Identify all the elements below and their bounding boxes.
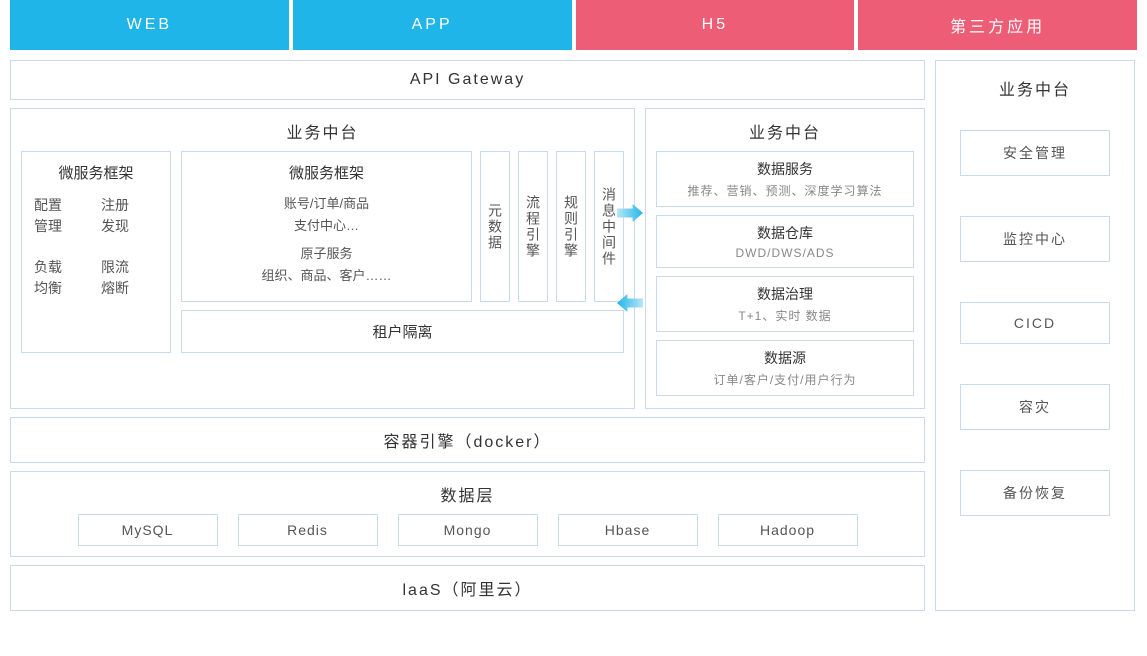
top-tabs: WEB APP H5 第三方应用 [0, 0, 1147, 50]
ms-item-circuit: 限流熔断 [101, 257, 158, 299]
data-warehouse-sub: DWD/DWS/ADS [665, 246, 905, 260]
rule-label: 规则引擎 [561, 195, 581, 259]
biz-middle-right: 业务中台 数据服务 推荐、营销、预测、深度学习算法 数据仓库 DWD/DWS/A… [645, 108, 925, 409]
svc-line-4: 组织、商品、客户…… [192, 265, 461, 287]
data-governance-sub: T+1、实时 数据 [665, 307, 905, 324]
data-layer-panel: 数据层 MySQL Redis Mongo Hbase Hadoop [10, 471, 925, 557]
iaas-panel: laaS（阿里云） [10, 565, 925, 611]
right-item-dr: 容灾 [960, 384, 1110, 430]
svc-line-1: 账号/订单/商品 [192, 193, 461, 215]
rule-box: 规则引擎 [556, 151, 586, 302]
svc-framework-title: 微服务框架 [192, 162, 461, 183]
iaas-title: laaS（阿里云） [23, 576, 912, 600]
meta-label: 元数据 [485, 203, 505, 251]
meta-box: 元数据 [480, 151, 510, 302]
data-service-sub: 推荐、营销、预测、深度学习算法 [665, 182, 905, 199]
data-source-box: 数据源 订单/客户/支付/用户行为 [656, 340, 914, 396]
biz-middle-left: 业务中台 微服务框架 配置管理 注册发现 负载均衡 限流熔断 [10, 108, 635, 409]
data-warehouse-box: 数据仓库 DWD/DWS/ADS [656, 215, 914, 268]
svc-line-2: 支付中心… [192, 215, 461, 237]
data-source-title: 数据源 [665, 348, 905, 368]
right-item-cicd: CICD [960, 302, 1110, 344]
db-redis: Redis [238, 514, 378, 546]
data-source-sub: 订单/客户/支付/用户行为 [665, 371, 905, 388]
tab-h5: H5 [576, 0, 855, 50]
arrow-group [615, 168, 645, 348]
data-governance-box: 数据治理 T+1、实时 数据 [656, 276, 914, 332]
api-gateway-title: API Gateway [23, 71, 912, 89]
data-warehouse-title: 数据仓库 [665, 223, 905, 243]
svc-line-3: 原子服务 [192, 243, 461, 265]
db-hadoop: Hadoop [718, 514, 858, 546]
docker-title: 容器引擎（docker） [23, 428, 912, 452]
data-service-title: 数据服务 [665, 159, 905, 179]
biz-right-title: 业务中台 [656, 119, 914, 143]
tab-app: APP [293, 0, 572, 50]
tenant-box: 租户隔离 [181, 310, 624, 353]
db-mysql: MySQL [78, 514, 218, 546]
svc-framework-box: 微服务框架 账号/订单/商品 支付中心… 原子服务 组织、商品、客户…… [181, 151, 472, 302]
right-item-backup: 备份恢复 [960, 470, 1110, 516]
biz-left-title: 业务中台 [21, 119, 624, 143]
flow-box: 流程引擎 [518, 151, 548, 302]
db-mongo: Mongo [398, 514, 538, 546]
middle-row: 业务中台 微服务框架 配置管理 注册发现 负载均衡 限流熔断 [10, 108, 925, 409]
arrow-right-icon [617, 204, 643, 222]
right-column: 业务中台 安全管理 监控中心 CICD 容灾 备份恢复 [935, 60, 1135, 611]
right-item-security: 安全管理 [960, 130, 1110, 176]
docker-panel: 容器引擎（docker） [10, 417, 925, 463]
ms-framework-box: 微服务框架 配置管理 注册发现 负载均衡 限流熔断 [21, 151, 171, 353]
ms-framework-title: 微服务框架 [34, 162, 158, 183]
arrow-left-icon [617, 294, 643, 312]
ms-item-registry: 注册发现 [101, 195, 158, 237]
right-item-monitor: 监控中心 [960, 216, 1110, 262]
data-layer-title: 数据层 [23, 482, 912, 506]
api-gateway-panel: API Gateway [10, 60, 925, 100]
ms-item-config: 配置管理 [34, 195, 91, 237]
tab-web: WEB [10, 0, 289, 50]
flow-label: 流程引擎 [523, 195, 543, 259]
data-governance-title: 数据治理 [665, 284, 905, 304]
db-hbase: Hbase [558, 514, 698, 546]
ms-item-lb: 负载均衡 [34, 257, 91, 299]
tab-thirdparty: 第三方应用 [858, 0, 1137, 50]
left-column: API Gateway 业务中台 微服务框架 配置管理 注册发现 负载均衡 限流… [10, 60, 925, 611]
data-service-box: 数据服务 推荐、营销、预测、深度学习算法 [656, 151, 914, 207]
right-panel-title: 业务中台 [999, 76, 1071, 100]
